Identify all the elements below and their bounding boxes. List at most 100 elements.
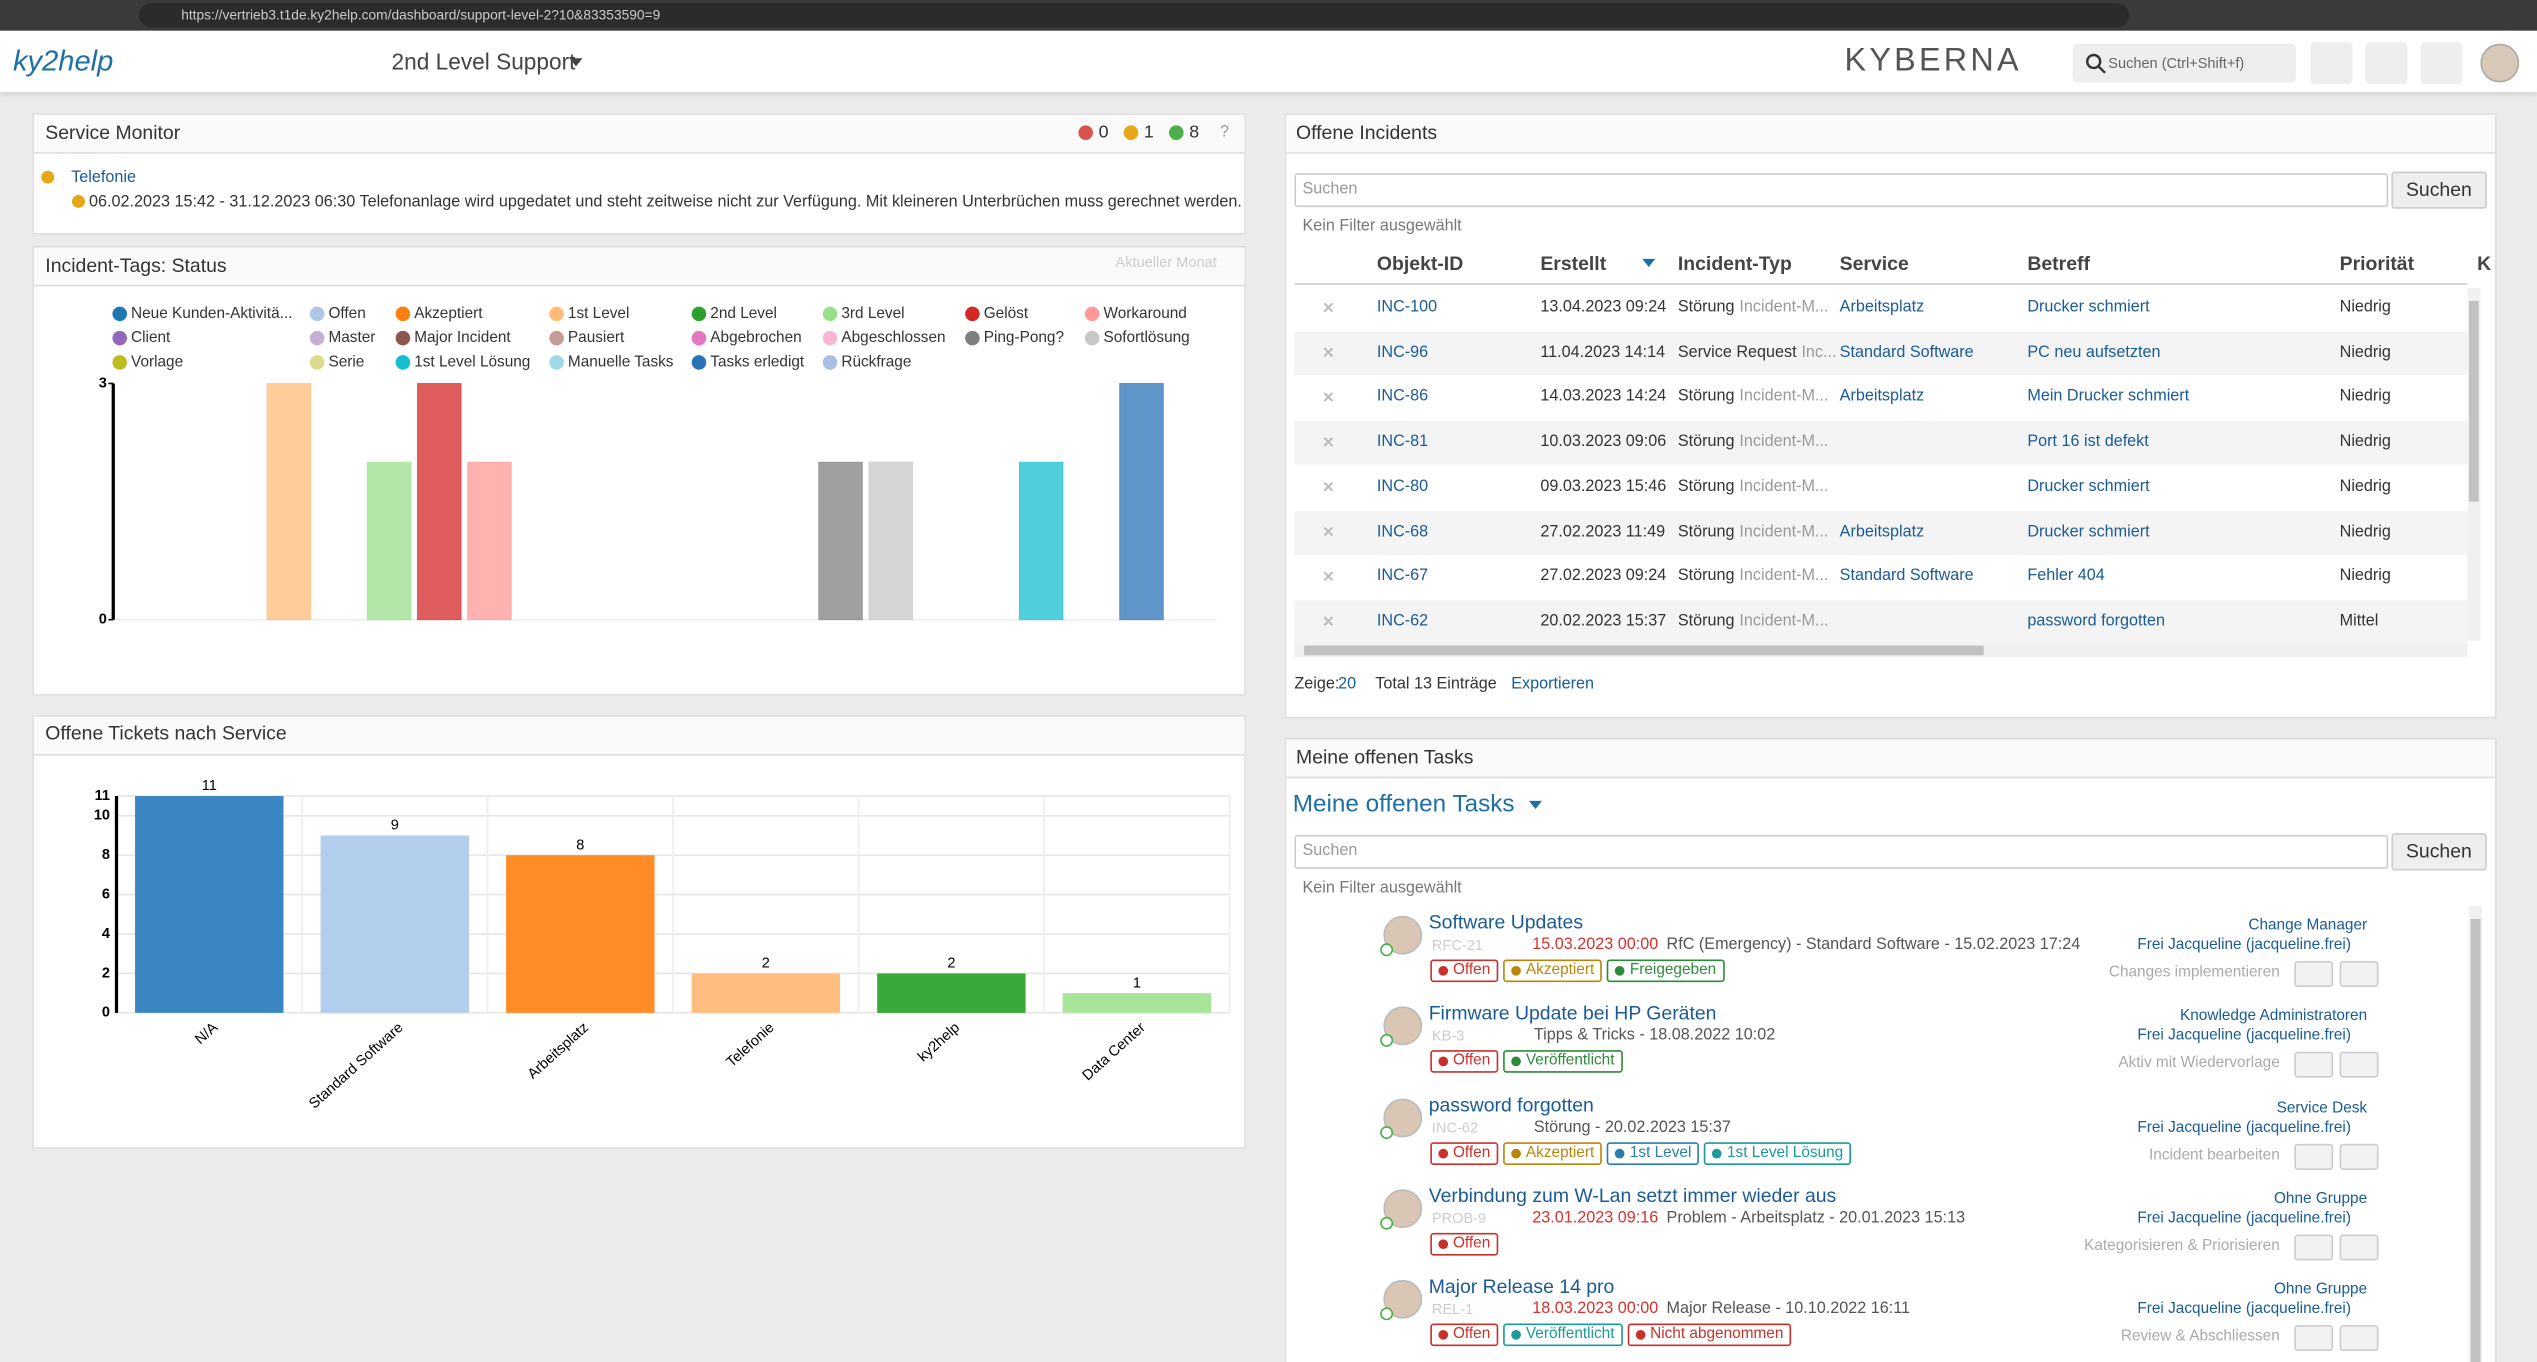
- task-title[interactable]: Major Release 14 pro: [1428, 1275, 1615, 1298]
- user-avatar[interactable]: [2480, 43, 2520, 83]
- tag: Akzeptiert: [1503, 1141, 1603, 1165]
- dashboard-button[interactable]: [2420, 42, 2463, 85]
- legend-label: 1st Level: [568, 305, 629, 322]
- task-menu-button[interactable]: [2294, 1325, 2334, 1352]
- table-row[interactable]: [1294, 600, 2468, 644]
- task-title[interactable]: Software Updates: [1428, 910, 1584, 934]
- incident-subtype: Incident-M...: [1739, 522, 1829, 541]
- filter-label[interactable]: Kein Filter ausgewählt: [1302, 879, 1462, 898]
- legend-marker: [309, 330, 325, 346]
- dropdown-caret[interactable]: [1529, 800, 1542, 809]
- column-header: Service: [1839, 252, 1909, 276]
- table-row[interactable]: [1294, 286, 2468, 331]
- legend-label: Client: [131, 329, 171, 346]
- panel-title: Service Monitor: [45, 121, 181, 145]
- search-input[interactable]: [1294, 834, 2389, 869]
- task-title[interactable]: password forgotten: [1428, 1093, 1594, 1116]
- monitor-message: 06.02.2023 15:42 - 31.12.2023 06:30 Tele…: [88, 193, 1242, 212]
- filter-label[interactable]: Kein Filter ausgewählt: [1302, 217, 1462, 236]
- search-button[interactable]: [2391, 171, 2487, 209]
- column-header: Objekt-ID: [1376, 252, 1464, 276]
- task-menu-button[interactable]: [2294, 1052, 2334, 1079]
- remove-icon[interactable]: [1323, 302, 1334, 313]
- url[interactable]: https://vertrieb3.t1de.ky2help.com/dashb…: [181, 6, 661, 23]
- remove-icon[interactable]: [1323, 571, 1334, 582]
- legend-marker: [309, 355, 325, 370]
- bar: [1119, 382, 1164, 621]
- task-title[interactable]: Firmware Update bei HP Geräten: [1428, 1002, 1717, 1025]
- export[interactable]: Exportieren: [1511, 675, 1594, 694]
- task-action: Changes implementieren: [2108, 963, 2280, 982]
- task-title[interactable]: Verbindung zum W-Lan setzt immer wieder …: [1428, 1184, 1837, 1207]
- remove-icon[interactable]: [1323, 347, 1334, 358]
- legend-marker: [395, 330, 411, 346]
- legend-marker: [691, 355, 707, 370]
- scroll-thumb[interactable]: [1304, 645, 1984, 656]
- scroll-thumb[interactable]: [2470, 919, 2481, 1362]
- tag: Offen: [1430, 1232, 1499, 1256]
- remove-icon[interactable]: [1323, 392, 1334, 402]
- search-button-label[interactable]: Suchen: [2405, 177, 2472, 201]
- remove-icon[interactable]: [1323, 526, 1334, 537]
- task-menu-button[interactable]: [2294, 1143, 2334, 1170]
- status-warning-count[interactable]: 1: [1143, 122, 1154, 143]
- task-time-button[interactable]: [2339, 1143, 2379, 1170]
- task-time-button[interactable]: [2339, 961, 2379, 987]
- task-time-button[interactable]: [2339, 1234, 2379, 1261]
- legend-label: Gelöst: [984, 305, 1029, 322]
- service: Arbeitsplatz: [1839, 388, 1925, 406]
- object-id: INC-100: [1376, 298, 1438, 317]
- table-row[interactable]: [1294, 420, 2468, 465]
- legend-label: Abgeschlossen: [841, 329, 945, 346]
- remove-icon[interactable]: [1323, 437, 1334, 447]
- legend-label: Rückfrage: [841, 353, 911, 370]
- legend-label: Tasks erledigt: [710, 353, 805, 370]
- search-button-label[interactable]: Suchen: [2405, 839, 2472, 863]
- task-menu-button[interactable]: [2294, 961, 2334, 987]
- task-menu-button[interactable]: [2294, 1234, 2334, 1261]
- menu-button[interactable]: [2365, 42, 2408, 85]
- dropdown-caret[interactable]: [569, 58, 583, 67]
- status-ok-icon: [1169, 125, 1184, 140]
- address-bar[interactable]: [139, 3, 2130, 28]
- table-row[interactable]: [1294, 510, 2468, 555]
- search-button[interactable]: [2391, 833, 2487, 871]
- search-input[interactable]: [1294, 173, 2389, 208]
- bar: [366, 461, 412, 621]
- help[interactable]: ?: [1219, 123, 1229, 142]
- remove-icon[interactable]: [1323, 616, 1334, 626]
- mail-button[interactable]: [2310, 42, 2353, 85]
- tag: Offen: [1430, 1323, 1499, 1347]
- incident-type: Störung Incident-M...: [1677, 432, 1829, 451]
- object-id: INC-62: [1376, 612, 1429, 631]
- priority: Niedrig: [2339, 388, 2391, 406]
- status-ok-count[interactable]: 8: [1189, 122, 1200, 143]
- task-time-button[interactable]: [2339, 1325, 2379, 1352]
- table-row[interactable]: [1294, 465, 2468, 510]
- monitor-item[interactable]: Telefonie: [71, 169, 136, 187]
- table-row[interactable]: [1294, 555, 2468, 599]
- logo[interactable]: ky2help: [12, 44, 114, 77]
- table-row[interactable]: [1294, 376, 2468, 420]
- presence-dot: [1380, 1034, 1394, 1048]
- status-error-count[interactable]: 0: [1098, 122, 1109, 143]
- remove-icon[interactable]: [1323, 481, 1334, 492]
- scroll-thumb[interactable]: [2469, 300, 2479, 502]
- task-action: Incident bearbeiten: [2149, 1145, 2280, 1164]
- task-list-heading[interactable]: Meine offenen Tasks: [1292, 790, 1515, 818]
- dashboard-select[interactable]: 2nd Level Support: [391, 48, 576, 75]
- chart: 0 2 4 6 8 10 11 11 N/A 9 Standard Software 8 Arbeits…: [94, 778, 1231, 1112]
- global-search[interactable]: [2072, 43, 2296, 83]
- legend-label: Pausiert: [568, 329, 625, 346]
- legend-label: Major Incident: [414, 329, 511, 346]
- column-header: Priorität: [2339, 252, 2415, 276]
- task-group: Knowledge Administratoren: [2180, 1007, 2368, 1026]
- column-header: K: [2477, 252, 2492, 276]
- legend-label: 1st Level Lösung: [414, 353, 530, 370]
- task-time-button[interactable]: [2339, 1052, 2379, 1079]
- tag: 1st Level: [1607, 1141, 1700, 1165]
- page-size[interactable]: 20: [1338, 675, 1357, 694]
- legend-label: Neue Kunden-Aktivitä...: [131, 305, 292, 322]
- table-row[interactable]: [1294, 331, 2468, 375]
